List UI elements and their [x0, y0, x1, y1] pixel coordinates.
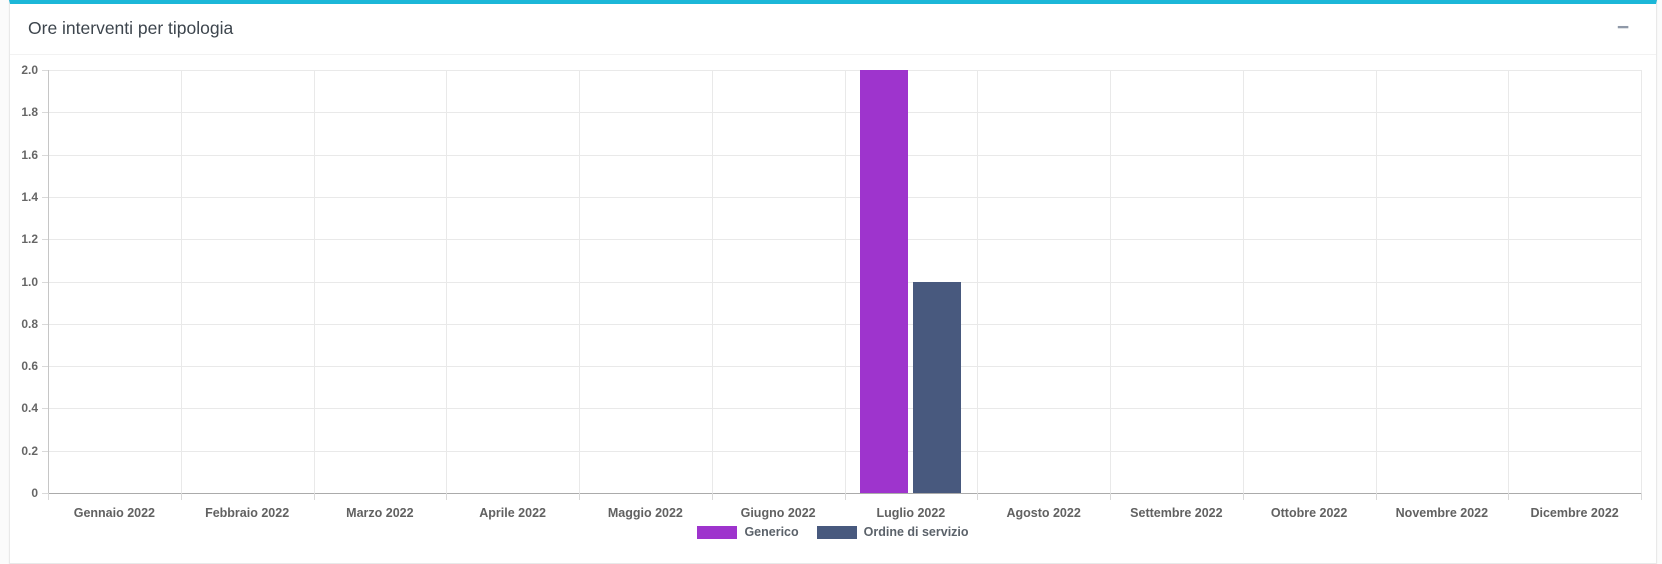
gridline-x-12	[1641, 70, 1642, 493]
xtick-mark-4	[579, 493, 580, 500]
bar-ordine-di-servizio-luglio-2022[interactable]	[913, 281, 962, 493]
xtick-mark-9	[1242, 493, 1244, 500]
legend-label-generico: Generico	[744, 525, 799, 539]
gridline-x-0	[48, 70, 49, 493]
ytick-mark-1.4	[42, 196, 48, 198]
ytick-mark-0	[42, 493, 48, 494]
xtick-mark-2	[313, 493, 315, 500]
xtick-label-giugno-2022: Giugno 2022	[740, 506, 816, 520]
xtick-label-maggio-2022: Maggio 2022	[607, 506, 683, 520]
ytick-mark-1.8	[42, 112, 48, 114]
ytick-label-1.8: 1.8	[21, 105, 38, 120]
xtick-mark-6	[844, 493, 846, 500]
card-body: 0 0.2 0.4 0.6 0.8 1.0 1.2 1.4 1.6 1.8 2.0 Gennaio 2…	[10, 55, 1656, 563]
ytick-label-0.4: 0.4	[21, 401, 38, 416]
gridline-x-2	[313, 70, 315, 493]
bar-chart: 0 0.2 0.4 0.6 0.8 1.0 1.2 1.4 1.6 1.8 2.0 Gennaio 2…	[10, 55, 1656, 525]
xtick-mark-5	[711, 493, 713, 500]
ytick-label-0.2: 0.2	[21, 443, 38, 458]
ytick-mark-0.4	[42, 408, 48, 410]
ytick-mark-0.6	[42, 366, 48, 368]
ytick-label-0: 0	[31, 486, 38, 500]
legend-item-ordine-di-servizio[interactable]: Ordine di servizio	[816, 525, 969, 539]
xtick-mark-7	[977, 493, 979, 500]
xtick-label-aprile-2022: Aprile 2022	[479, 506, 546, 520]
card-header: Ore interventi per tipologia −	[10, 4, 1656, 55]
page-title: Ore interventi per tipologia	[28, 18, 234, 38]
legend-item-generico[interactable]: Generico	[697, 525, 799, 539]
ytick-label-1.4: 1.4	[21, 189, 38, 204]
ytick-label-1.6: 1.6	[21, 147, 38, 162]
ytick-label-2.0: 2.0	[21, 63, 38, 77]
ytick-mark-1.0	[42, 281, 48, 283]
collapse-button[interactable]: −	[1606, 12, 1640, 44]
ytick-label-0.8: 0.8	[21, 316, 38, 331]
gridline-x-3	[446, 70, 448, 493]
gridline-x-5	[711, 70, 713, 493]
ytick-mark-1.2	[42, 239, 48, 241]
bar-generico-luglio-2022[interactable]	[860, 70, 909, 493]
ytick-mark-0.2	[42, 450, 48, 452]
gridline-x-1	[180, 70, 182, 493]
ytick-mark-2.0	[42, 70, 48, 71]
gridline-x-4	[579, 70, 580, 493]
xtick-label-febbraio-2022: Febbraio 2022	[205, 506, 290, 520]
xtick-mark-1	[180, 493, 182, 500]
legend-swatch-generico	[697, 525, 738, 539]
xtick-label-novembre-2022: Novembre 2022	[1395, 506, 1489, 520]
gridline-x-10	[1375, 70, 1377, 493]
xtick-mark-11	[1508, 493, 1510, 500]
xtick-label-dicembre-2022: Dicembre 2022	[1530, 506, 1619, 520]
ytick-label-1.2: 1.2	[21, 232, 38, 247]
card-ore-interventi: Ore interventi per tipologia − 0 0.2 0.4 0.…	[9, 0, 1657, 564]
minus-icon: −	[1616, 16, 1630, 39]
ytick-mark-0.8	[42, 323, 48, 325]
ytick-label-0.6: 0.6	[21, 359, 38, 374]
chart-legend: Generico Ordine di servizio	[10, 525, 1656, 539]
xtick-label-gennaio-2022: Gennaio 2022	[73, 506, 156, 520]
xtick-label-ottobre-2022: Ottobre 2022	[1270, 506, 1348, 520]
xtick-label-settembre-2022: Settembre 2022	[1130, 506, 1223, 520]
ytick-label-1.0: 1.0	[21, 274, 38, 289]
xtick-mark-10	[1375, 493, 1377, 500]
xtick-mark-12	[1641, 493, 1642, 500]
ytick-mark-1.6	[42, 154, 48, 156]
legend-swatch-ordine-di-servizio	[816, 525, 857, 539]
gridline-x-8	[1110, 70, 1111, 493]
xtick-mark-0	[48, 493, 49, 500]
xtick-mark-8	[1110, 493, 1111, 500]
xtick-label-agosto-2022: Agosto 2022	[1006, 506, 1081, 520]
legend-label-ordine-di-servizio: Ordine di servizio	[863, 525, 969, 539]
xtick-label-luglio-2022: Luglio 2022	[876, 506, 946, 520]
xtick-mark-3	[446, 493, 448, 500]
gridline-x-11	[1508, 70, 1510, 493]
xtick-label-marzo-2022: Marzo 2022	[346, 506, 414, 520]
gridline-x-7	[977, 70, 979, 493]
gridline-x-9	[1242, 70, 1244, 493]
gridline-x-6	[844, 70, 846, 493]
